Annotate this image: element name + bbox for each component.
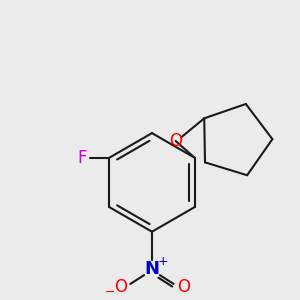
- Text: O: O: [114, 278, 127, 296]
- Text: O: O: [169, 132, 182, 150]
- Text: N: N: [145, 260, 160, 278]
- Text: O: O: [177, 278, 190, 296]
- Text: −: −: [104, 286, 115, 299]
- Text: F: F: [77, 149, 86, 167]
- Text: +: +: [158, 255, 168, 268]
